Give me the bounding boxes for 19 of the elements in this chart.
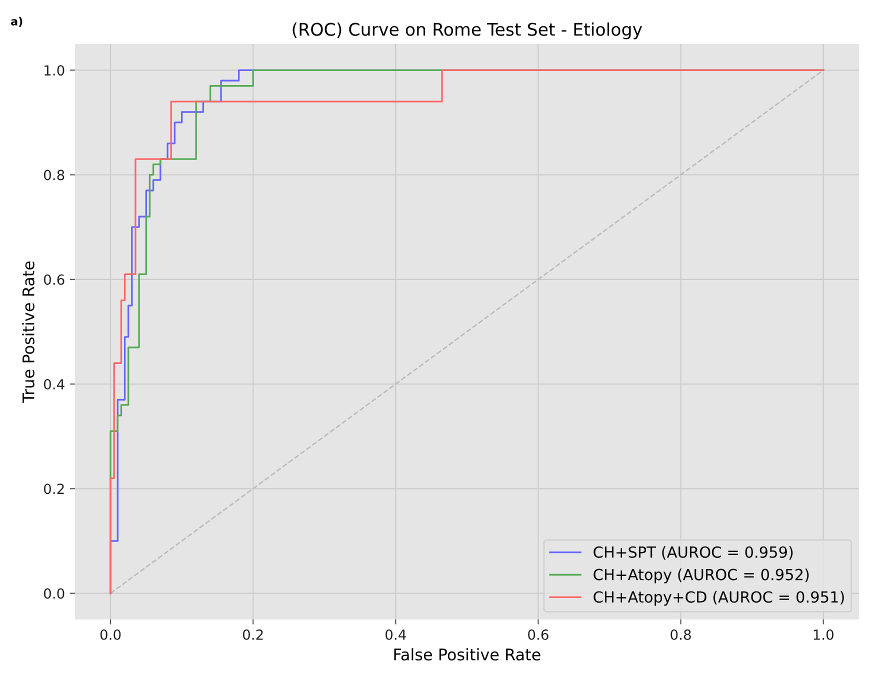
- x-tick-label: 0.0: [100, 629, 121, 640]
- y-tick-label: 0.0: [44, 588, 64, 599]
- text: a): [11, 16, 22, 27]
- x-axis-title: False Positive Rate: [394, 648, 540, 661]
- x-tick-label: 0.6: [528, 629, 548, 640]
- legend-label: CH+Atopy+CD (AUROC = 0.951): [594, 590, 844, 606]
- y-tick-label: 1.0: [44, 65, 64, 76]
- x-tick-label: 0.2: [242, 629, 263, 640]
- x-tick-label: 1.0: [814, 629, 834, 640]
- chart-title: (ROC) Curve on Rome Test Set - Etiology: [292, 22, 642, 40]
- x-tick-label: 0.8: [670, 629, 691, 640]
- y-tick-label: 0.8: [44, 170, 64, 180]
- y-tick-label: 0.4: [44, 379, 64, 390]
- x-tick-label: 0.4: [386, 629, 406, 640]
- y-tick-label: 0.6: [44, 274, 64, 285]
- legend-label: CH+SPT (AUROC = 0.959): [594, 546, 793, 560]
- legend-label: CH+Atopy (AUROC = 0.952): [594, 568, 809, 584]
- y-axis-title: True Positive Rate: [22, 261, 34, 403]
- y-tick-label: 0.2: [44, 484, 64, 494]
